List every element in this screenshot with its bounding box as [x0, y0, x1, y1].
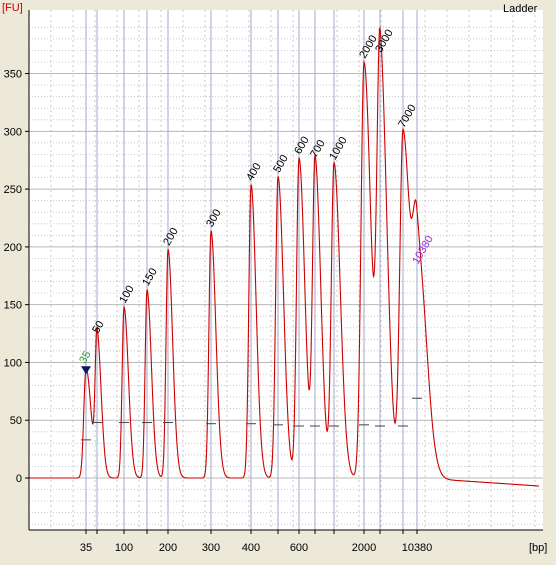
ladder-trace: [29, 26, 539, 487]
major-grid: [29, 73, 543, 479]
axes: [28, 10, 543, 531]
y-tick-label: 50: [10, 415, 22, 427]
y-tick-label: 200: [4, 242, 22, 254]
y-tick-label: 150: [4, 300, 22, 312]
peak-gridlines: [85, 10, 418, 530]
x-tick-label: 100: [115, 542, 133, 554]
x-tick-label: 600: [290, 542, 308, 554]
x-axis-label: [bp]: [529, 542, 547, 554]
x-tick-label: 35: [80, 542, 92, 554]
y-tick-label: 300: [4, 126, 22, 138]
y-tick-label: 350: [4, 69, 22, 81]
x-tick-label: 300: [202, 542, 220, 554]
y-axis-label: [FU]: [2, 2, 23, 14]
peak-label: 35: [77, 349, 94, 366]
y-tick-label: 0: [16, 473, 22, 485]
x-tick-label: 400: [242, 542, 260, 554]
chart-title: Ladder: [503, 3, 538, 15]
x-axis-ticks: 35 100 200 300 400 600 2000 10380: [80, 530, 432, 554]
x-tick-label: 200: [159, 542, 177, 554]
x-tick-label: 2000: [352, 542, 376, 554]
peak-window-ticks: [81, 397, 422, 441]
lower-marker-triangle: [81, 366, 91, 375]
x-tick-label: 10380: [402, 542, 433, 554]
y-tick-label: 250: [4, 184, 22, 196]
plot-area: [29, 10, 543, 530]
y-axis-ticks: 0 50 100 150 200 250 300 350: [4, 69, 29, 485]
peak-label: 50: [90, 319, 107, 336]
y-tick-label: 100: [4, 357, 22, 369]
